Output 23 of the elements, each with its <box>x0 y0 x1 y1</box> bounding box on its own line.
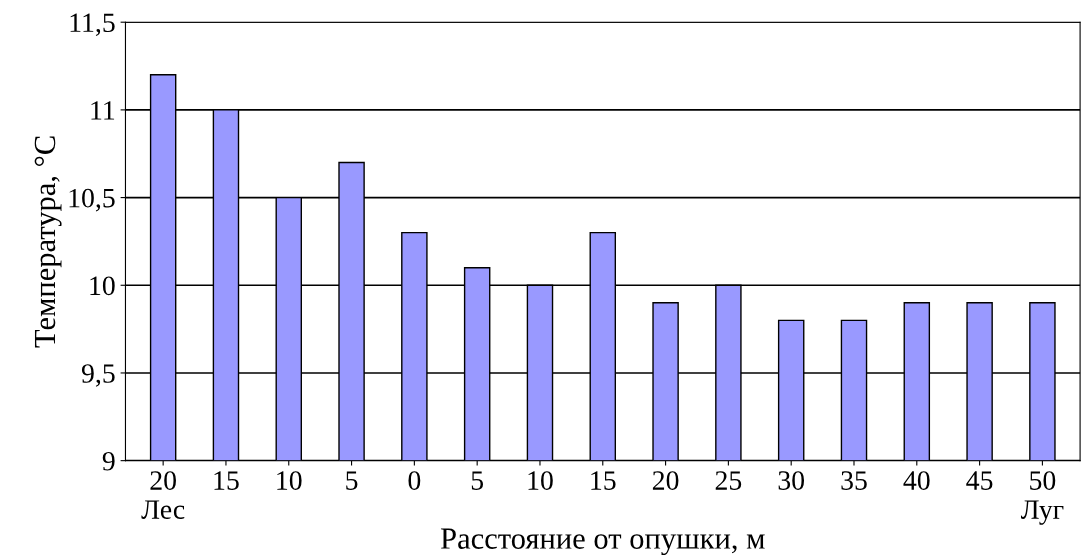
y-axis-title: Температура, °C <box>34 136 62 348</box>
x-tick-label: 50 Луг <box>1020 471 1064 525</box>
x-tick-label: 5 <box>346 471 358 490</box>
x-tick-label: 15 <box>214 471 239 490</box>
x-tick-label: 45 <box>966 471 993 490</box>
x-tick-label: 35 <box>841 471 867 490</box>
y-tick-label: 10,5 <box>69 188 115 212</box>
x-tick-label: 20 Лес <box>141 471 185 519</box>
x-tick-label: 40 <box>903 471 930 490</box>
y-tick-label: 11,5 <box>70 13 115 37</box>
y-tick-label: 9 <box>102 451 115 471</box>
x-tick-label: 25 <box>715 471 742 490</box>
x-tick-label: 10 <box>528 471 553 490</box>
x-tick-label: 5 <box>471 471 484 490</box>
x-tick-label: 30 <box>778 471 805 490</box>
x-tick-label: 0 <box>408 471 421 490</box>
x-tick-label: 10 <box>277 471 302 490</box>
x-axis-title: Расстояние от опушки, м <box>440 528 765 555</box>
x-tick-label: 15 <box>591 471 616 490</box>
y-tick-label: 11 <box>91 101 115 120</box>
y-tick-label: 10 <box>90 276 115 296</box>
y-tick-label: 9,5 <box>81 364 115 387</box>
x-tick-label: 20 <box>652 471 679 490</box>
